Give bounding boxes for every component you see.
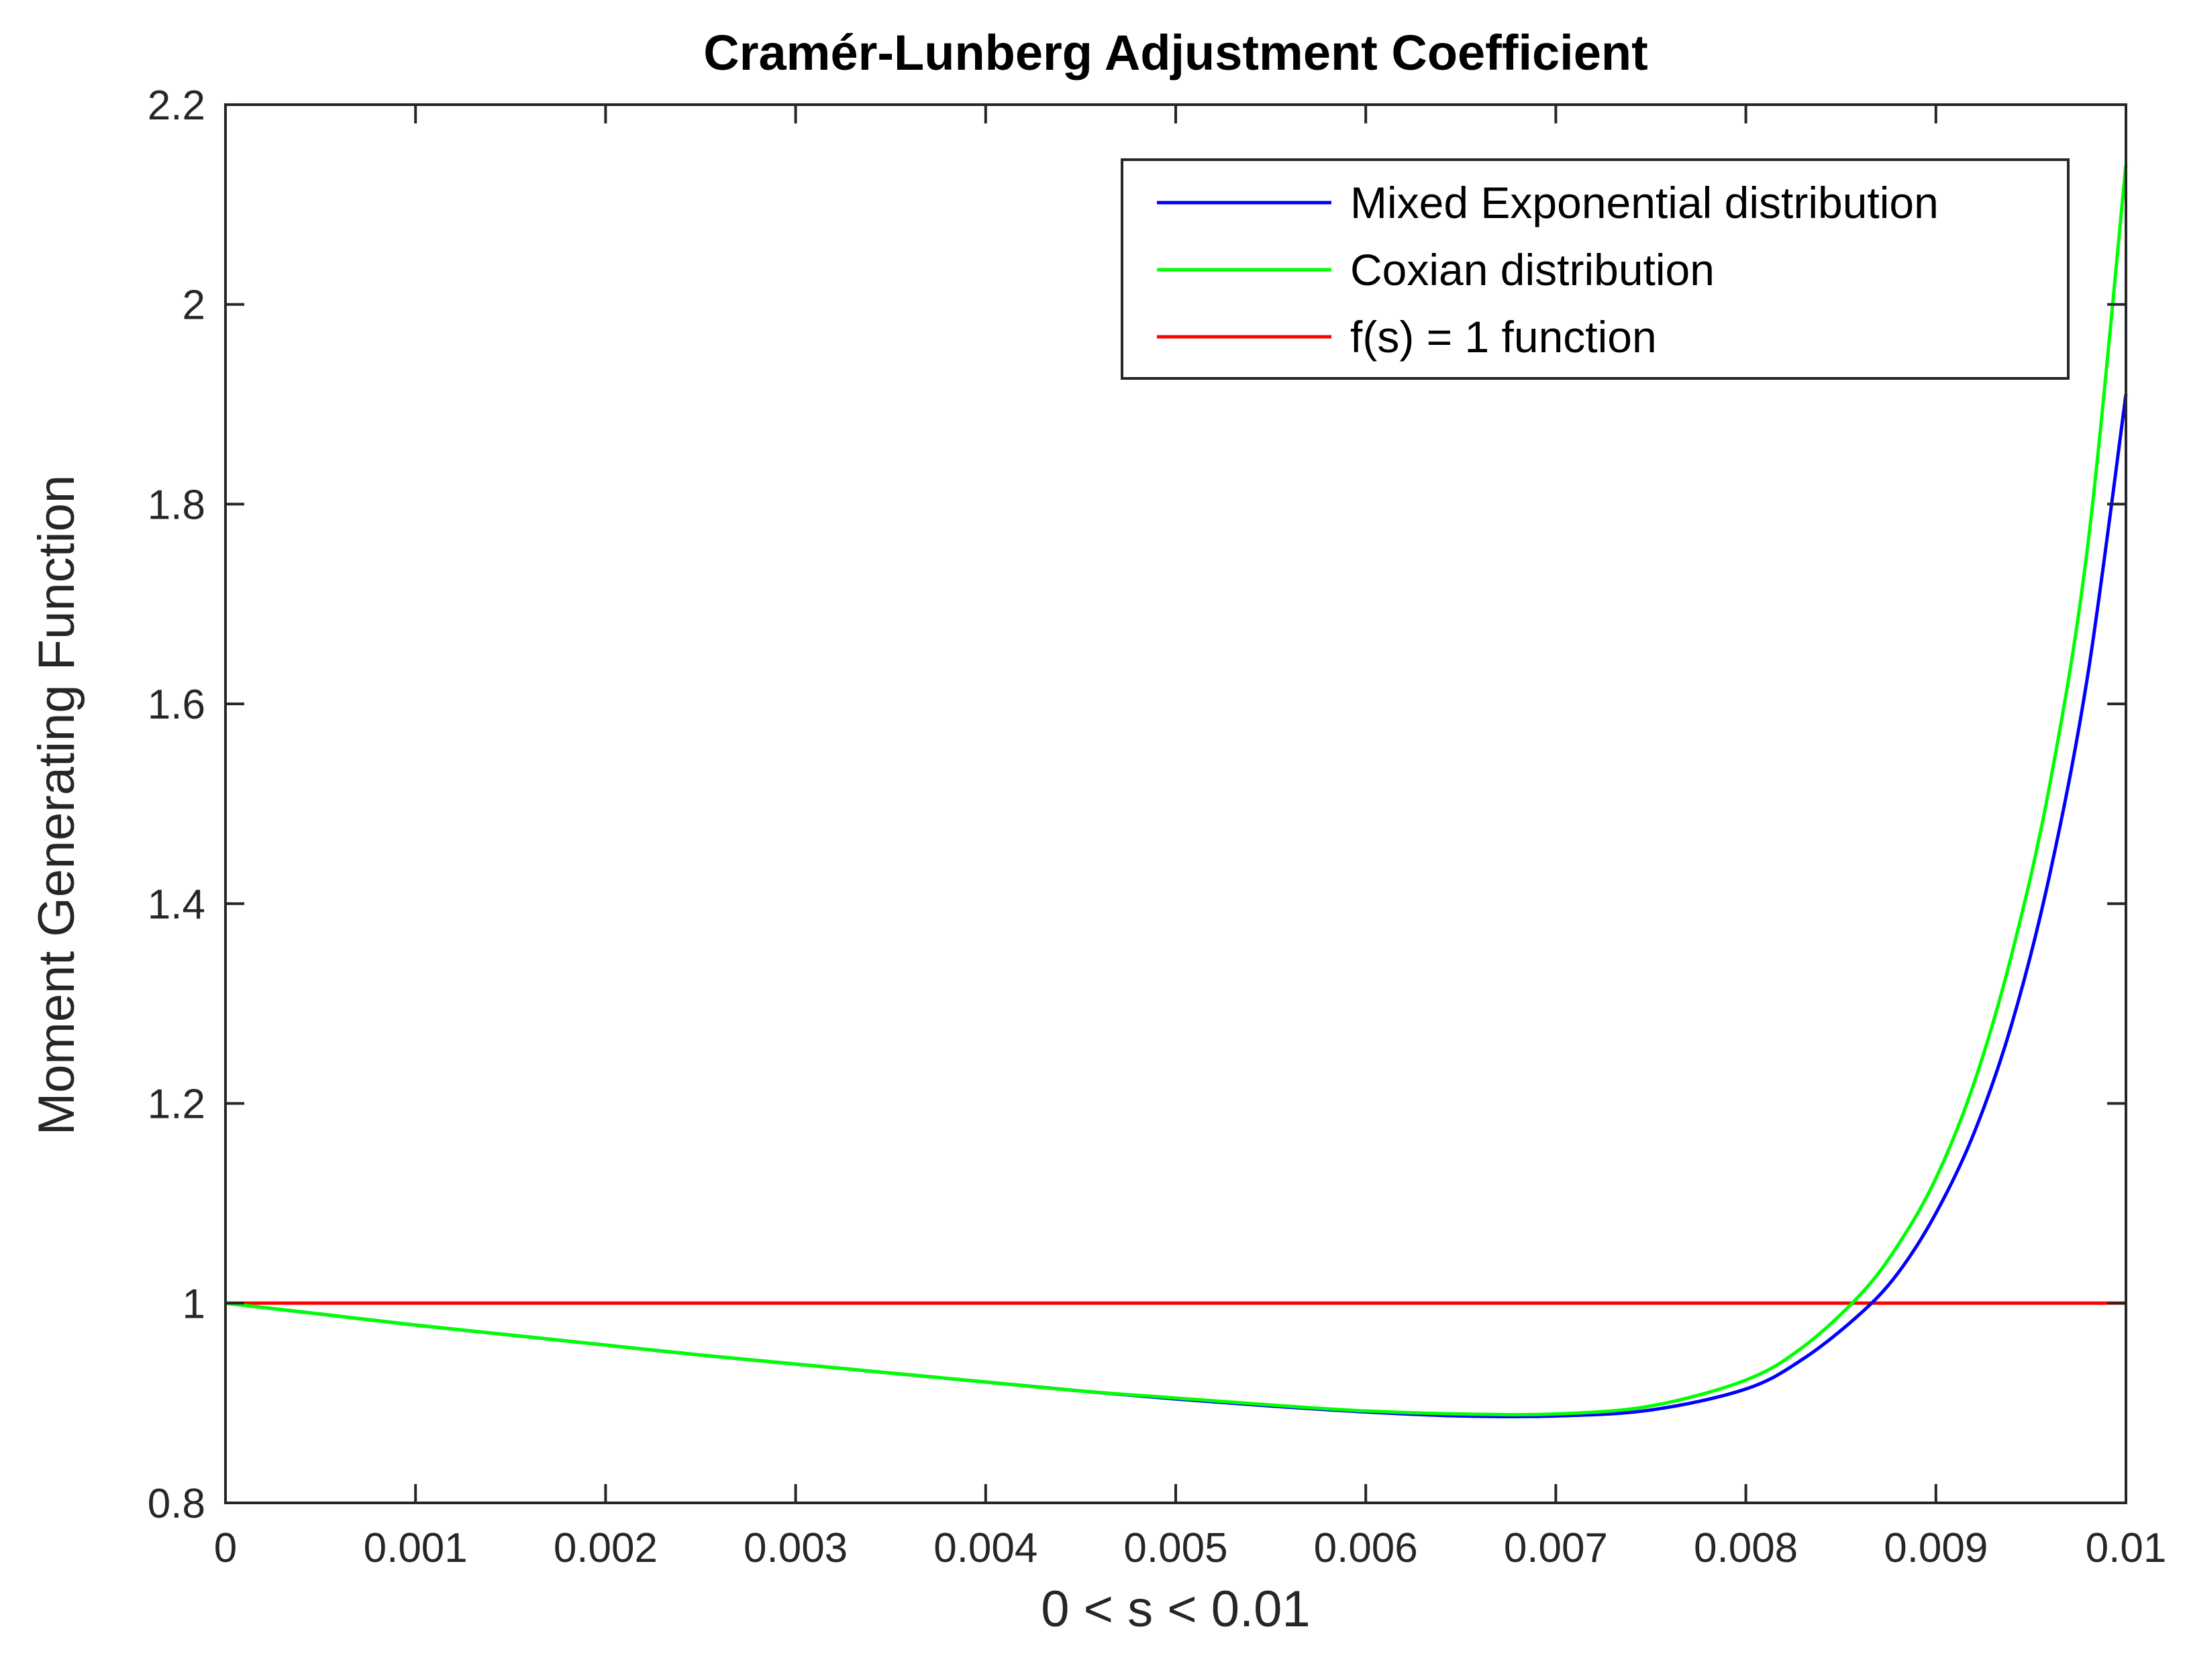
x-tick-label: 0.007 [1504,1525,1608,1571]
y-tick-label: 1.6 [148,682,205,728]
legend-label: Mixed Exponential distribution [1350,178,1939,227]
y-tick-label: 0.8 [148,1481,205,1527]
series-layer [225,164,2128,1418]
x-tick-label: 0.006 [1314,1525,1418,1571]
x-tick-label: 0.01 [2086,1525,2167,1571]
tick-layer: 0 0.001 0.002 0.003 0.004 0.005 0.006 0.007 0.00… [148,83,2167,1571]
y-tick-label: 2.2 [148,83,205,129]
y-tick-label: 1 [183,1281,205,1327]
chart-title: Cramér-Lunberg Adjustment Coefficient [703,25,1647,81]
y-tick-label: 2 [183,282,205,329]
x-tick-label: 0.004 [933,1525,1037,1571]
legend: Mixed Exponential distribution Coxian dis… [1121,158,2070,380]
y-tick-label: 1.4 [148,882,205,928]
y-tick-label: 1.2 [148,1082,205,1128]
y-tick-label: 1.8 [148,482,205,528]
x-tick-label: 0.003 [744,1525,848,1571]
x-tick-label: 0.005 [1123,1525,1227,1571]
series-line-1 [225,164,2128,1417]
x-axis-label: 0 < s < 0.01 [1041,1581,1310,1638]
legend-label: Coxian distribution [1350,245,1715,295]
x-tick-label: 0.001 [364,1525,468,1571]
x-tick-label: 0 [214,1525,237,1571]
legend-label: f(s) = 1 function [1350,312,1657,362]
x-tick-label: 0.002 [554,1525,658,1571]
y-axis-label: Moment Generating Function [28,475,85,1135]
x-tick-label: 0.009 [1884,1525,1988,1571]
x-tick-label: 0.008 [1694,1525,1798,1571]
